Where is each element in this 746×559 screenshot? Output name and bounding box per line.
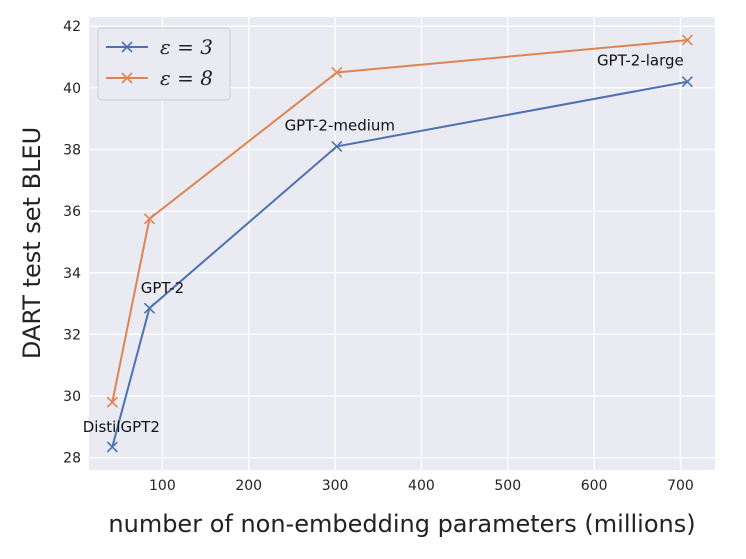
annotation-label: GPT-2-medium xyxy=(285,116,395,134)
annotation-label: GPT-2-large xyxy=(597,52,684,70)
data-point-marker xyxy=(681,34,693,46)
series-line xyxy=(111,39,688,403)
y-tick-label: 28 xyxy=(63,451,81,467)
grid xyxy=(89,17,715,470)
data-point-marker xyxy=(681,76,693,88)
series-layer xyxy=(106,34,693,453)
y-tick-label: 32 xyxy=(63,327,81,343)
x-tick-label: 300 xyxy=(322,478,349,494)
x-tick-label: 700 xyxy=(667,478,694,494)
x-tick-label: 500 xyxy=(494,478,521,494)
y-tick-label: 38 xyxy=(63,143,81,159)
legend: ε = 3 ε = 8 xyxy=(97,27,231,101)
annotation-label: GPT-2 xyxy=(141,279,184,297)
y-tick-label: 30 xyxy=(63,389,81,405)
annotation-label: DistilGPT2 xyxy=(83,418,160,436)
x-tick-label: 600 xyxy=(581,478,608,494)
data-point-marker xyxy=(106,396,118,408)
legend-marker xyxy=(121,41,133,53)
y-tick-label: 36 xyxy=(63,204,81,220)
y-tick-label: 34 xyxy=(63,266,81,282)
x-tick-label: 100 xyxy=(149,478,176,494)
data-point-marker xyxy=(331,140,343,152)
tick-labels: 100 200 300 400 500 600 700 28 30 32 34 36 38 40 42 xyxy=(63,19,694,494)
data-point-marker xyxy=(143,302,156,314)
data-point-marker xyxy=(106,441,118,453)
legend-label: ε = 3 xyxy=(160,35,213,59)
y-tick-label: 42 xyxy=(63,19,81,35)
legend-marker xyxy=(121,72,133,84)
series-line xyxy=(111,80,688,448)
legend-label: ε = 8 xyxy=(160,66,213,90)
annotation-layer: DistilGPT2 GPT-2 GPT-2-medium GPT-2-large xyxy=(83,52,684,436)
data-point-marker xyxy=(143,213,156,225)
series-2 xyxy=(106,34,693,408)
legend-entry: ε = 3 xyxy=(106,35,213,59)
legend-entry: ε = 8 xyxy=(106,66,213,90)
series-1 xyxy=(106,76,693,453)
x-axis-title: number of non-embedding parameters (mill… xyxy=(108,510,695,538)
x-tick-label: 200 xyxy=(235,478,262,494)
x-tick-label: 400 xyxy=(408,478,435,494)
data-point-marker xyxy=(331,66,343,79)
y-tick-label: 40 xyxy=(63,81,81,97)
y-axis-title: DART test set BLEU xyxy=(18,127,46,359)
